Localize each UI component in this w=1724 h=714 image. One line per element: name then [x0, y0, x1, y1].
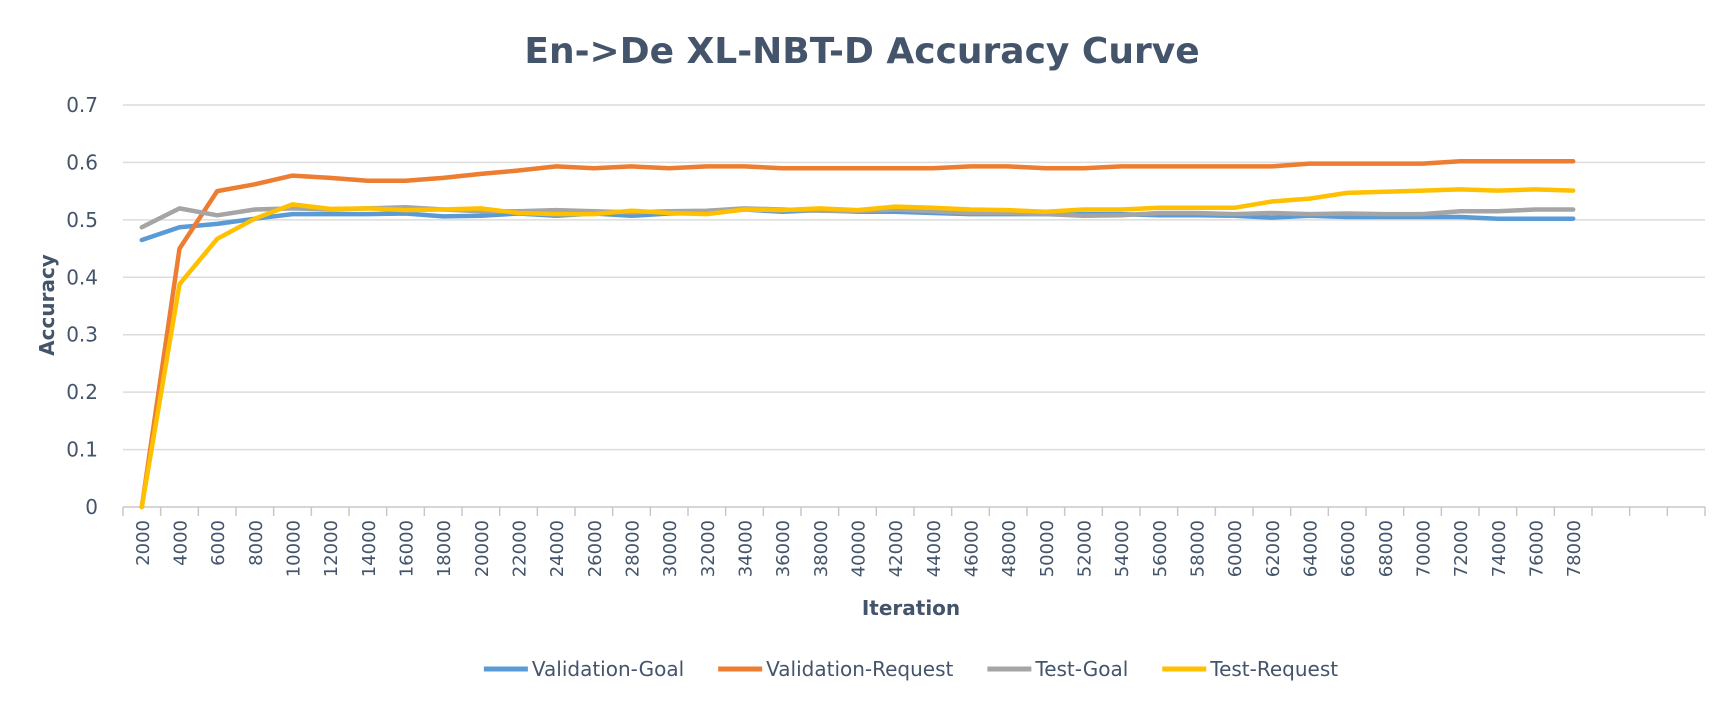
legend-item-test-request: Test-Request: [1162, 657, 1338, 681]
legend-label: Validation-Request: [766, 657, 953, 681]
legend-label: Validation-Goal: [532, 657, 684, 681]
series-lines: [139, 159, 1576, 510]
x-tick-label: 54000: [1112, 520, 1133, 577]
x-tick-label: 78000: [1564, 520, 1585, 577]
x-tick-label: 50000: [1037, 520, 1058, 577]
x-tick-label: 20000: [472, 520, 493, 577]
y-axis: 0 0.1 0.2 0.3 0.4 0.5 0.6 0.7: [66, 93, 98, 519]
x-tick-label: 34000: [736, 520, 757, 577]
x-tick-label: 28000: [623, 520, 644, 577]
x-tick-label: 32000: [698, 520, 719, 577]
x-tick-label: 18000: [434, 520, 455, 577]
x-axis-title: Iteration: [862, 596, 960, 620]
x-tick-label: 12000: [321, 520, 342, 577]
x-tick-label: 16000: [397, 520, 418, 577]
x-tick-label: 2000: [133, 520, 154, 566]
x-tick-label: 22000: [510, 520, 531, 577]
x-tick-label: 42000: [886, 520, 907, 577]
x-tick-label: 36000: [773, 520, 794, 577]
x-tick-label: 40000: [849, 520, 870, 577]
x-tick-label: 72000: [1451, 520, 1472, 577]
x-tick-label: 46000: [962, 520, 983, 577]
x-tick-label: 24000: [547, 520, 568, 577]
x-tick-label: 30000: [660, 520, 681, 577]
x-tick-label: 60000: [1225, 520, 1246, 577]
x-tick-label: 26000: [585, 520, 606, 577]
y-tick-label: 0.7: [66, 93, 98, 117]
x-tick-label: 64000: [1301, 520, 1322, 577]
x-tick-label: 48000: [999, 520, 1020, 577]
y-tick-label: 0.2: [66, 380, 98, 404]
legend-item-test-goal: Test-Goal: [987, 657, 1128, 681]
series-line-test-request: [139, 187, 1576, 510]
legend: Validation-Goal Validation-Request Test-Go…: [483, 657, 1338, 681]
y-tick-label: 0.4: [66, 265, 98, 289]
y-tick-label: 0.3: [66, 323, 98, 347]
legend-item-validation-goal: Validation-Goal: [483, 657, 684, 681]
x-tick-label: 4000: [171, 520, 192, 566]
y-tick-label: 0.5: [66, 208, 98, 232]
x-tick-label: 44000: [924, 520, 945, 577]
legend-label: Test-Goal: [1034, 657, 1128, 681]
x-tick-label: 38000: [811, 520, 832, 577]
x-tick-label: 74000: [1489, 520, 1510, 577]
legend-item-validation-request: Validation-Request: [718, 657, 954, 681]
x-tick-label: 58000: [1188, 520, 1209, 577]
x-tick-label: 8000: [246, 520, 267, 566]
series-line-validation-request: [139, 159, 1576, 510]
gridlines: [123, 104, 1705, 508]
x-tick-label: 56000: [1150, 520, 1171, 577]
x-tick-label: 68000: [1376, 520, 1397, 577]
x-tick-label: 62000: [1263, 520, 1284, 577]
y-axis-title: Accuracy: [35, 254, 59, 356]
x-tick-label: 76000: [1527, 520, 1548, 577]
x-tick-label: 14000: [359, 520, 380, 577]
x-axis: 2000 4000 6000 8000 10000 12000 14000 16000 1800…: [122, 507, 1706, 577]
x-tick-label: 6000: [208, 520, 229, 566]
chart-title: En->De XL-NBT-D Accuracy Curve: [524, 31, 1199, 72]
y-tick-label: 0.1: [66, 438, 98, 462]
y-tick-label: 0.6: [66, 150, 98, 174]
x-tick-label: 66000: [1338, 520, 1359, 577]
y-tick-label: 0: [85, 495, 98, 519]
x-tick-label: 52000: [1075, 520, 1096, 577]
legend-label: Test-Request: [1209, 657, 1338, 681]
x-tick-label: 10000: [284, 520, 305, 577]
x-tick-label: 70000: [1414, 520, 1435, 577]
